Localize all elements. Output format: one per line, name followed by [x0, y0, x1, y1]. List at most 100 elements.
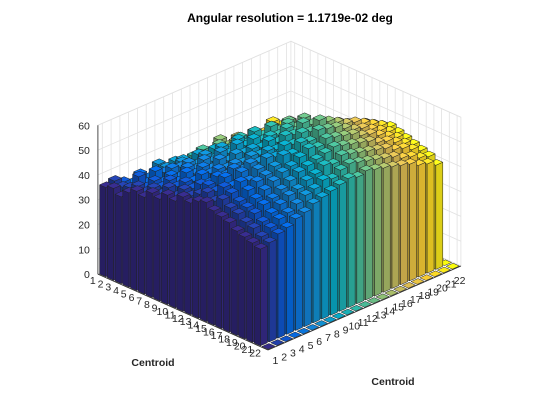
z-gridline: [97, 65, 462, 151]
x-tick-label: 19: [427, 286, 439, 298]
bar-top: [275, 166, 290, 173]
bar-top: [231, 208, 246, 215]
bar-front: [409, 160, 417, 282]
bar-top: [419, 274, 434, 281]
bar-top: [245, 237, 261, 244]
y-tick-label: 18: [218, 334, 230, 346]
bar-top: [308, 168, 323, 175]
bar-22-7: [313, 320, 329, 327]
bar-22-3: [278, 335, 294, 342]
bar-top: [312, 114, 327, 121]
bar-front: [417, 162, 426, 278]
y-tick-label: 12: [172, 313, 184, 325]
bar-side: [199, 199, 207, 323]
bar-top: [251, 163, 266, 170]
bar-top: [358, 164, 374, 172]
y-tick-label: 8: [144, 299, 150, 311]
bar-front: [426, 160, 435, 274]
bar-front: [435, 161, 444, 270]
bar-top: [147, 175, 162, 182]
x-tick-label: 6: [316, 336, 322, 348]
bar-top: [274, 183, 289, 191]
bar-top: [234, 166, 250, 173]
bar-21-1: [253, 243, 269, 347]
bar-top: [248, 192, 264, 200]
y-tick-label: 4: [113, 285, 119, 297]
bar-22-17: [401, 282, 417, 289]
bar-top: [322, 316, 338, 323]
bar-22-2: [270, 339, 285, 346]
bar-side: [145, 190, 153, 298]
bar-front: [391, 163, 400, 289]
bar-top: [273, 198, 288, 205]
bar-top: [307, 183, 322, 190]
bar-top: [366, 297, 382, 304]
bar-top: [253, 243, 269, 250]
bar-top: [148, 165, 163, 172]
y-tick-label: 9: [152, 302, 158, 314]
bar-top: [261, 343, 276, 350]
bar-side: [230, 228, 238, 336]
bar-top: [309, 153, 324, 160]
bar-top: [277, 139, 292, 147]
bar-top: [262, 130, 278, 137]
bar-side: [107, 185, 114, 281]
bar-top: [164, 162, 180, 169]
bar-side: [114, 193, 122, 285]
bar-top: [318, 147, 333, 154]
bar-top: [162, 174, 178, 182]
bar-top: [106, 182, 122, 189]
bar-side: [99, 184, 107, 278]
bar-side: [153, 196, 161, 302]
bar-side: [122, 189, 130, 288]
bar-top: [229, 138, 245, 145]
bar-top: [295, 117, 311, 124]
bar-top: [296, 327, 311, 335]
bar-front: [321, 194, 330, 320]
x-axis-label: Centroid: [371, 376, 414, 388]
x-tick-label: 3: [290, 347, 296, 359]
x-tick-label: 16: [401, 298, 413, 310]
bar-top: [306, 197, 321, 205]
z-tick-label: 20: [78, 220, 90, 232]
bar-top: [211, 163, 226, 170]
bar-side: [184, 200, 192, 316]
bar-side: [161, 192, 168, 305]
x-axis-line: [267, 265, 462, 351]
bar-top: [222, 216, 238, 224]
bar-front: [365, 167, 373, 301]
bar-top: [179, 166, 194, 174]
bar-front: [356, 173, 365, 305]
bar-22-19: [419, 274, 434, 281]
bar-22-10: [340, 308, 355, 316]
bar-front: [374, 166, 382, 297]
y-tick-label: 11: [165, 309, 176, 321]
bar-front: [330, 187, 338, 316]
bar-front: [339, 181, 347, 312]
bar-top: [107, 175, 123, 182]
x-tick-label: 5: [308, 340, 314, 352]
bar-side: [176, 194, 184, 312]
bar-top: [272, 213, 287, 220]
bar-top: [323, 185, 339, 192]
bar-top: [290, 183, 306, 190]
bar-22-8: [322, 316, 338, 323]
bar-top: [279, 221, 295, 228]
bar-top: [180, 162, 195, 169]
bar-22-21: [436, 266, 452, 274]
bar-top: [228, 148, 244, 155]
bar-top: [247, 126, 262, 133]
bar-22-11: [348, 305, 364, 312]
bar-top: [212, 153, 227, 161]
bar-top: [200, 186, 215, 194]
bar-22-15: [384, 289, 399, 297]
bar-top: [230, 225, 245, 232]
bar-top: [291, 166, 307, 173]
bar-top: [445, 262, 460, 270]
y-tick-label: 19: [226, 337, 238, 349]
bar-top: [276, 149, 291, 156]
bar-top: [218, 171, 233, 179]
bar-top: [256, 198, 272, 206]
